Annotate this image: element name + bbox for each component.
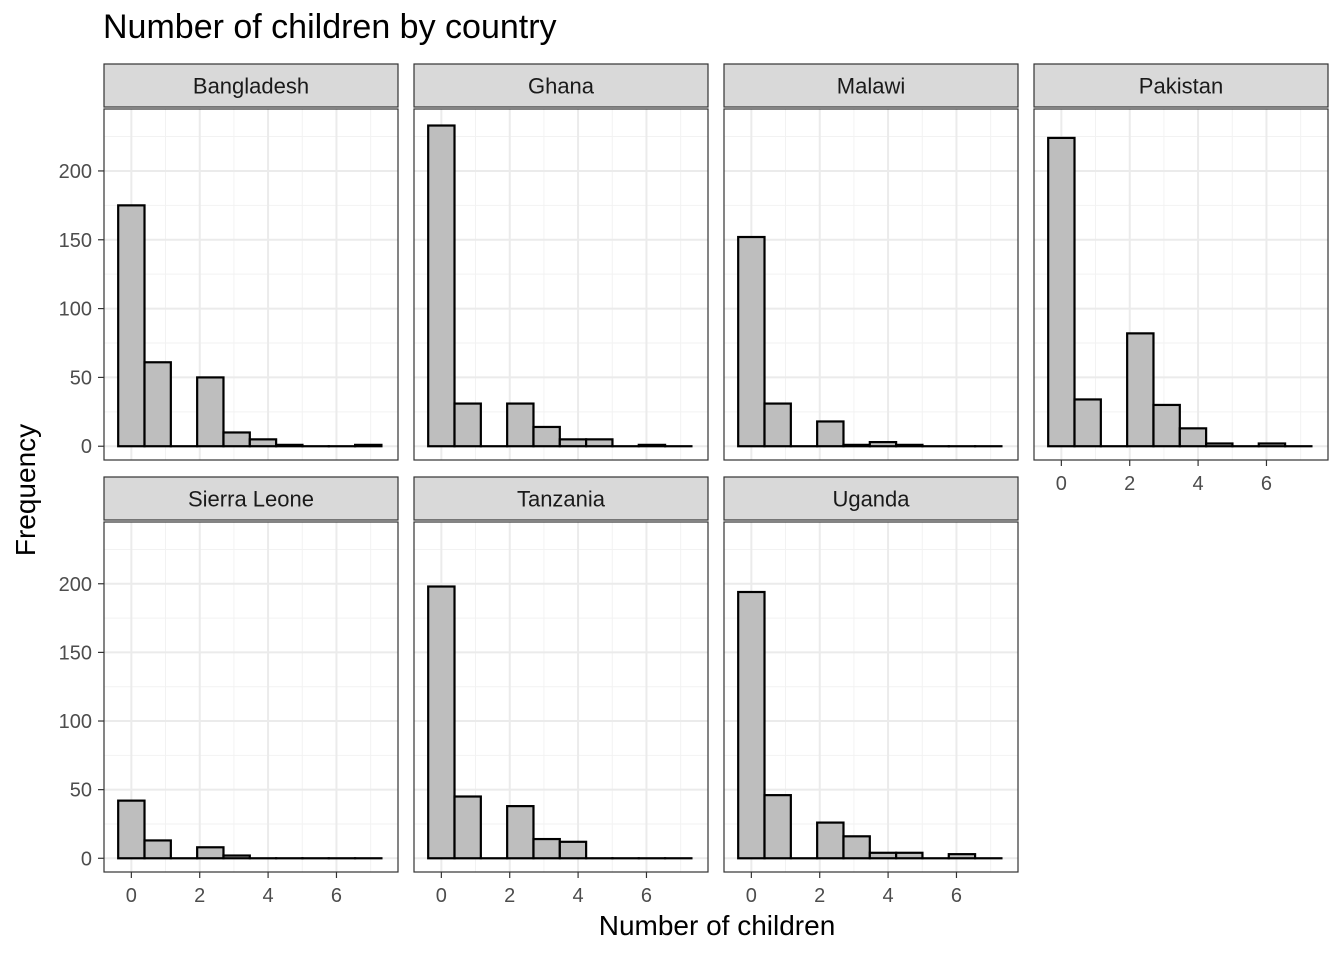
y-tick-label: 50 <box>70 780 92 802</box>
x-tick-label: 0 <box>1056 473 1067 495</box>
strip-label-bangladesh: Bangladesh <box>193 74 309 99</box>
strip-ghana <box>413 63 709 108</box>
bar-uganda-4 <box>842 835 871 860</box>
x-tick-label: 0 <box>436 885 447 907</box>
strip-label-sierra-leone: Sierra Leone <box>188 487 314 512</box>
strip-uganda <box>723 476 1019 521</box>
panel-border-pakistan <box>1033 108 1329 461</box>
strip-bangladesh <box>103 63 399 108</box>
x-tick-label: 4 <box>883 885 894 907</box>
panel-border-tanzania <box>413 521 709 873</box>
x-tick-label: 0 <box>126 885 137 907</box>
x-tick-label: 2 <box>1124 473 1135 495</box>
bar-bangladesh-9 <box>353 443 383 448</box>
bar-bangladesh-3 <box>196 376 225 448</box>
bar-bangladesh-0 <box>117 204 146 448</box>
strip-pakistan <box>1033 63 1329 108</box>
x-tick-label: 2 <box>814 885 825 907</box>
x-axis-label: Number of children <box>598 910 836 941</box>
bar-ghana-0 <box>427 124 456 448</box>
panel-bg-malawi <box>724 109 1018 460</box>
strip-label-ghana: Ghana <box>528 74 595 99</box>
x-tick-label: 6 <box>1261 473 1272 495</box>
y-tick-label: 150 <box>59 230 92 252</box>
bar-sierra-leone-1 <box>143 839 172 860</box>
x-tick-label: 0 <box>746 885 757 907</box>
y-tick-label: 50 <box>70 367 92 389</box>
x-tick-label: 4 <box>573 885 584 907</box>
strip-label-uganda: Uganda <box>832 487 910 512</box>
bar-ghana-1 <box>453 402 482 448</box>
panel-border-bangladesh <box>103 108 399 461</box>
bar-ghana-8 <box>637 443 667 448</box>
panel-bg-sierra-leone <box>104 522 398 872</box>
bar-pakistan-1 <box>1073 398 1102 448</box>
strip-label-pakistan: Pakistan <box>1139 74 1223 99</box>
bar-malawi-0 <box>737 235 766 448</box>
bar-uganda-1 <box>763 794 792 860</box>
strip-malawi <box>723 63 1019 108</box>
panel-border-ghana <box>413 108 709 461</box>
x-tick-label: 6 <box>951 885 962 907</box>
bar-malawi-6 <box>895 443 924 448</box>
bar-tanzania-0 <box>427 585 456 860</box>
x-tick-label: 6 <box>641 885 652 907</box>
bar-pakistan-0 <box>1047 136 1076 448</box>
strip-label-malawi: Malawi <box>837 74 905 99</box>
panel-border-sierra-leone <box>103 521 399 873</box>
y-tick-label: 150 <box>59 642 92 664</box>
bar-uganda-3 <box>816 821 845 860</box>
strip-sierra-leone <box>103 476 399 521</box>
bar-malawi-3 <box>816 420 845 448</box>
chart-title: Number of children by country <box>103 8 557 46</box>
panel-border-malawi <box>723 108 1019 461</box>
y-tick-label: 0 <box>81 436 92 458</box>
y-tick-label: 200 <box>59 574 92 596</box>
y-tick-label: 200 <box>59 161 92 183</box>
bar-uganda-5 <box>868 851 898 860</box>
bar-tanzania-5 <box>558 840 588 860</box>
bar-sierra-leone-0 <box>117 799 146 860</box>
x-tick-label: 2 <box>504 885 515 907</box>
bar-sierra-leone-3 <box>196 846 225 860</box>
bar-malawi-4 <box>842 443 871 448</box>
bar-ghana-3 <box>506 402 535 448</box>
x-tick-label: 6 <box>331 885 342 907</box>
bar-uganda-8 <box>947 853 977 860</box>
bar-uganda-0 <box>737 590 766 860</box>
bar-ghana-5 <box>558 438 588 448</box>
panel-border-uganda <box>723 521 1019 873</box>
strip-tanzania <box>413 476 709 521</box>
x-tick-label: 4 <box>1193 473 1204 495</box>
bar-pakistan-5 <box>1178 427 1208 448</box>
bar-bangladesh-1 <box>143 361 172 448</box>
bar-malawi-5 <box>868 441 898 448</box>
bar-tanzania-1 <box>453 795 482 860</box>
y-tick-label: 100 <box>59 299 92 321</box>
panel-bg-ghana <box>414 109 708 460</box>
bar-bangladesh-4 <box>222 431 251 448</box>
bar-tanzania-4 <box>532 837 561 860</box>
bar-bangladesh-6 <box>275 443 304 448</box>
x-tick-label: 2 <box>194 885 205 907</box>
y-tick-label: 0 <box>81 848 92 870</box>
bar-sierra-leone-4 <box>222 854 251 860</box>
bar-pakistan-4 <box>1152 403 1181 448</box>
bar-ghana-6 <box>585 438 614 448</box>
bar-pakistan-8 <box>1257 442 1287 448</box>
bar-malawi-1 <box>763 402 792 448</box>
bar-ghana-4 <box>532 425 561 448</box>
x-tick-label: 4 <box>263 885 274 907</box>
bar-pakistan-3 <box>1126 332 1155 448</box>
bar-uganda-6 <box>895 851 924 860</box>
y-tick-label: 100 <box>59 711 92 733</box>
strip-label-tanzania: Tanzania <box>517 487 606 512</box>
bar-tanzania-3 <box>506 805 535 860</box>
bar-bangladesh-5 <box>248 438 278 448</box>
bar-pakistan-6 <box>1205 442 1234 448</box>
